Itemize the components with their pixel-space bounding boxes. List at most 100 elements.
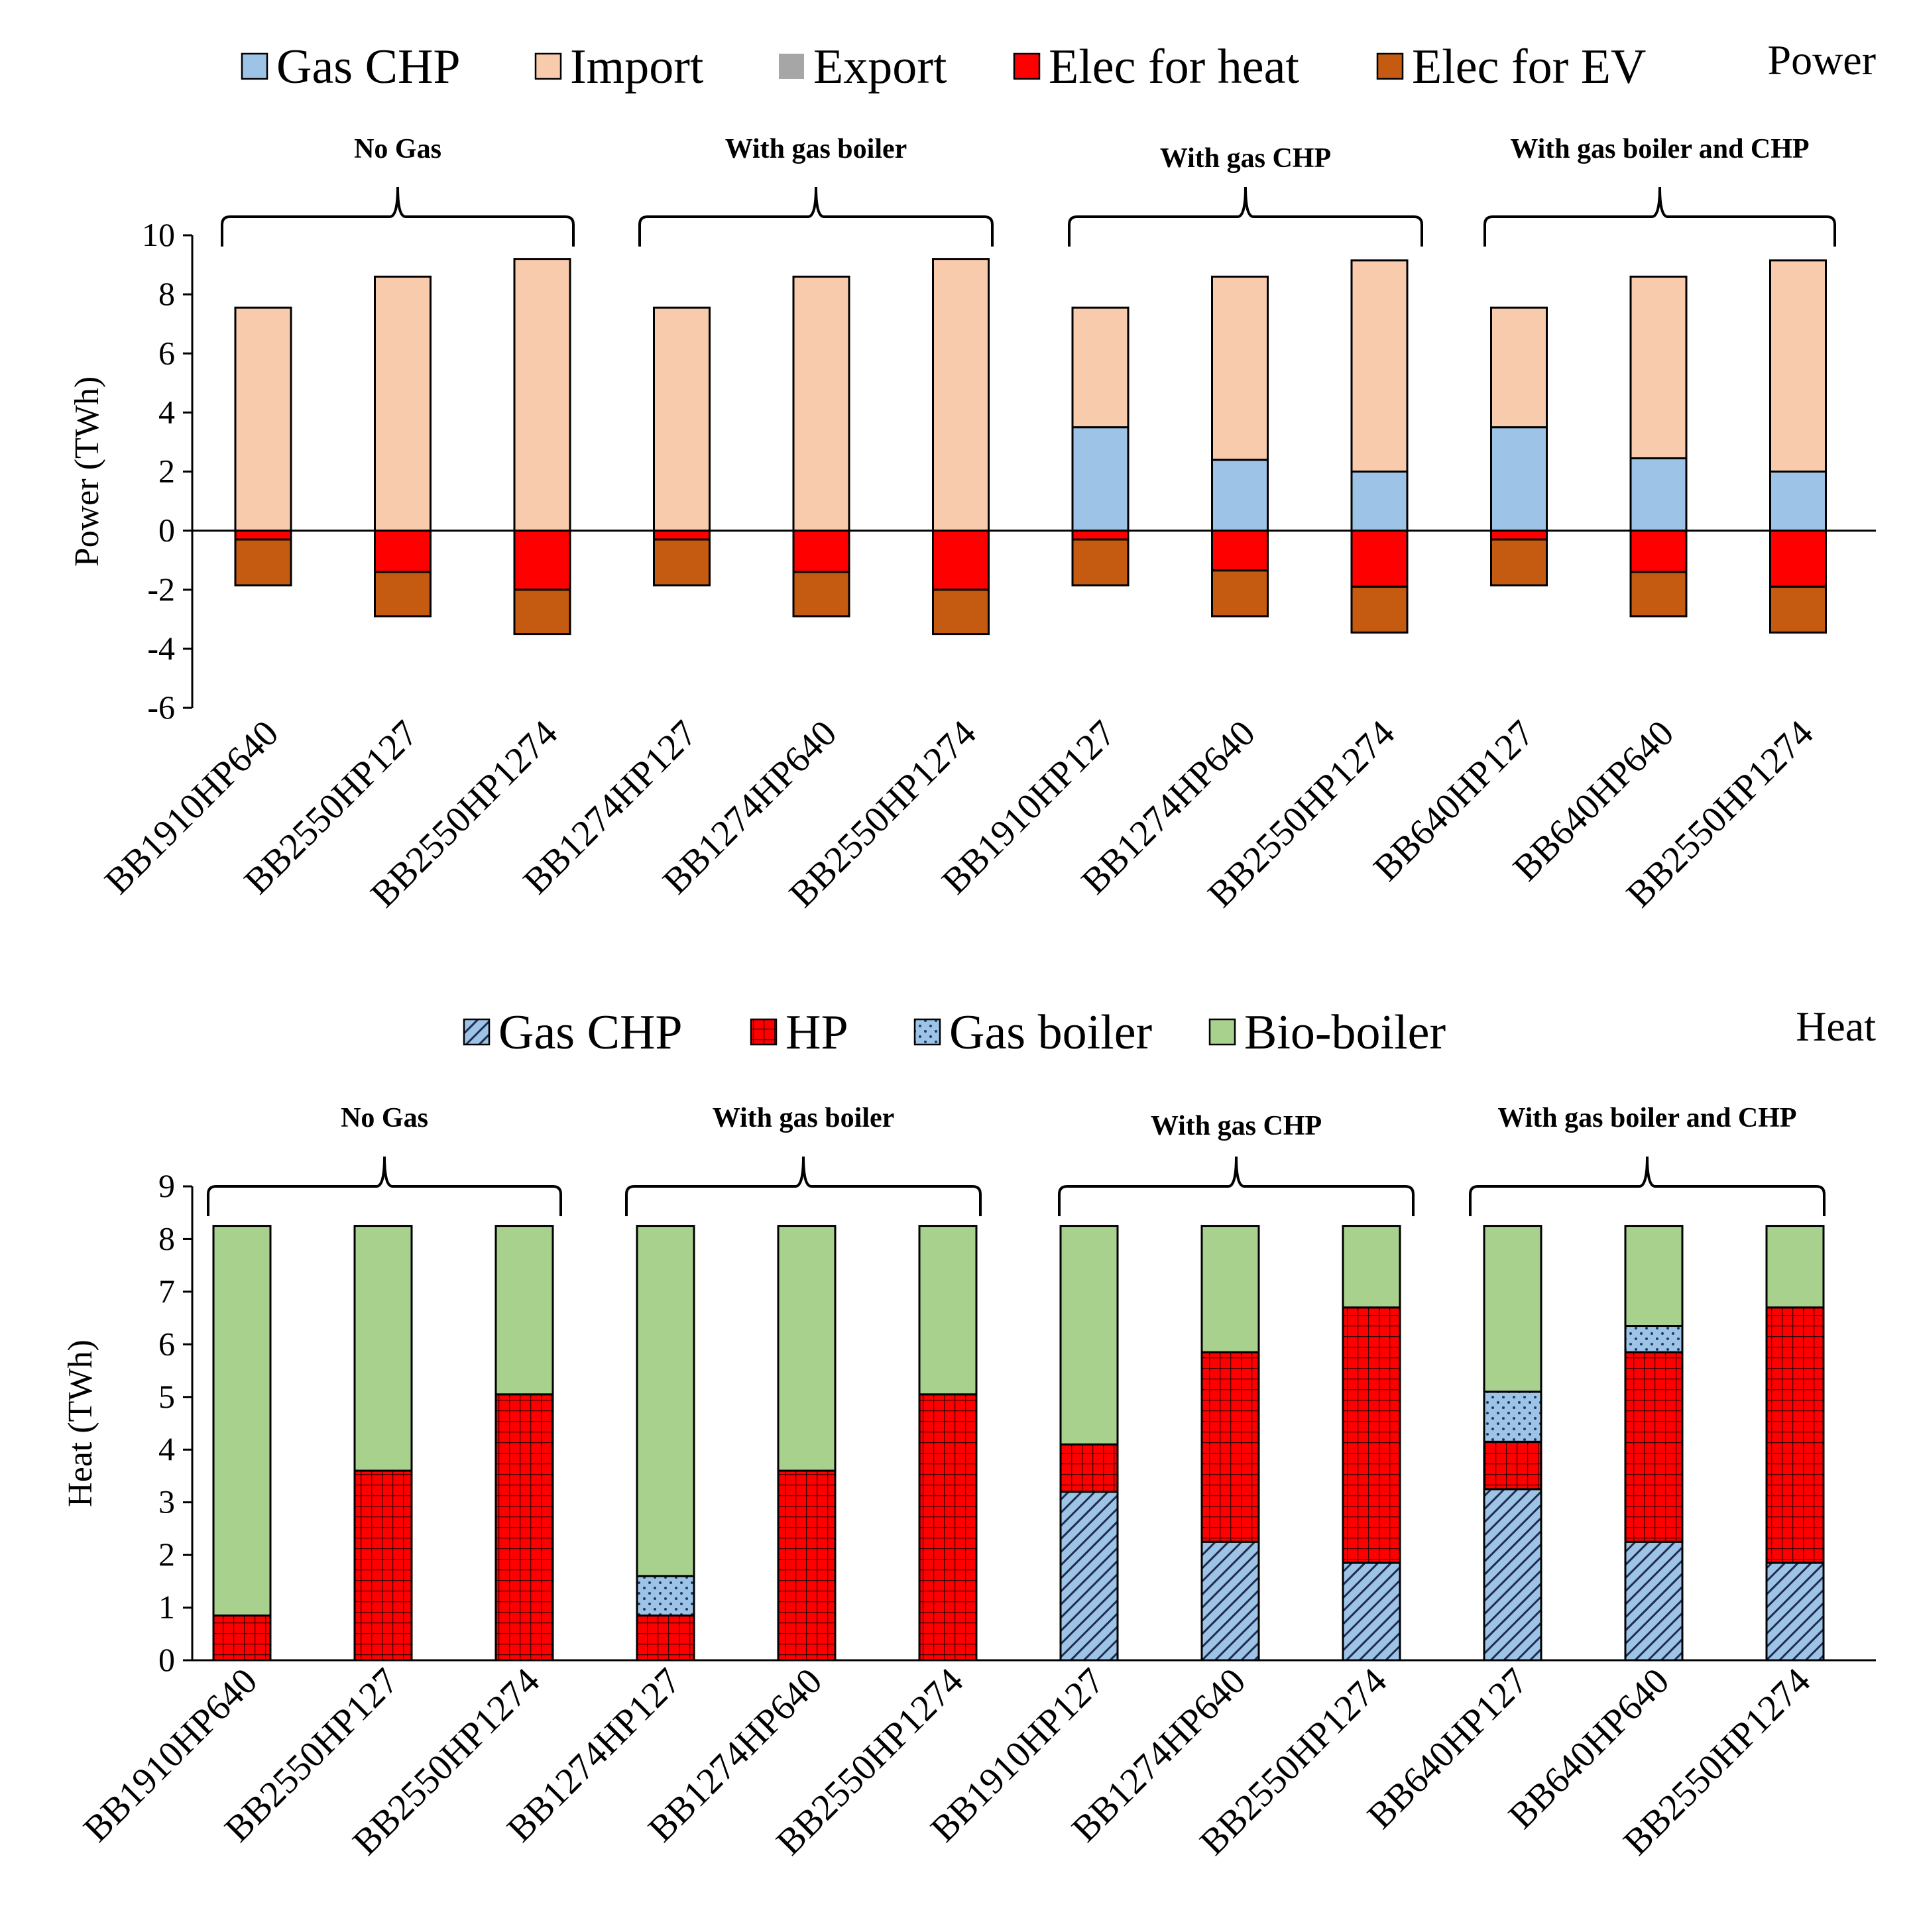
bar-hp (1200, 1351, 1260, 1543)
bar-import (1769, 259, 1827, 473)
legend-label: Gas boiler (949, 1005, 1152, 1060)
bar-elec-for-heat (1769, 530, 1827, 588)
bar-elec-for-ev (653, 538, 711, 587)
bar-bio-boiler (1624, 1225, 1684, 1328)
bar-elec-for-heat (1629, 530, 1688, 573)
y-tick-label: 2 (158, 1536, 175, 1573)
bar-bio-boiler (1059, 1225, 1119, 1446)
bar-gas-chp (1059, 1491, 1119, 1662)
bar-import (1071, 306, 1130, 429)
bar-import (932, 258, 990, 532)
y-tick-label: 9 (158, 1167, 175, 1204)
y-tick-label: 4 (158, 393, 175, 430)
bar-bio-boiler (1765, 1225, 1825, 1309)
bar-elec-for-heat (1071, 530, 1130, 541)
bar-gas-chp (1071, 426, 1130, 532)
legend-swatch (1208, 1018, 1236, 1046)
bar-gas-chp (1490, 426, 1548, 532)
bar-gas-chp (1200, 1540, 1260, 1662)
bar-elec-for-ev (1211, 569, 1269, 618)
bar-hp (1342, 1306, 1401, 1564)
group-brace (1068, 186, 1423, 247)
legend-swatch (779, 54, 804, 79)
y-tick-label: 5 (158, 1378, 175, 1415)
bar-gas-chp (1211, 459, 1269, 532)
bar-elec-for-heat (932, 530, 990, 591)
legend-label: HP (785, 1005, 848, 1060)
group-brace (625, 1156, 982, 1216)
bar-import (1629, 275, 1688, 459)
bar-hp (212, 1614, 272, 1662)
group-brace (638, 186, 994, 247)
legend-label: Bio-boiler (1244, 1005, 1446, 1060)
group-brace (221, 186, 575, 247)
y-tick-label: 10 (142, 216, 175, 253)
y-axis-title: Power (TWh) (68, 376, 106, 567)
group-label: No Gas (341, 1103, 428, 1133)
bar-import (1350, 259, 1409, 473)
group-label: With gas CHP (1160, 143, 1331, 174)
legend-swatch (463, 1018, 491, 1046)
bar-hp (918, 1393, 978, 1662)
group-brace (1483, 186, 1836, 247)
bar-import (1211, 275, 1269, 461)
bar-gas-chp (1342, 1562, 1401, 1662)
bar-hp (636, 1614, 695, 1662)
bar-bio-boiler (1200, 1225, 1260, 1353)
bar-elec-for-ev (234, 538, 292, 587)
legend-swatch (534, 52, 562, 80)
bar-import (1490, 306, 1548, 429)
bar-bio-boiler (777, 1225, 837, 1472)
bar-elec-for-heat (234, 530, 292, 541)
y-tick-label: 7 (158, 1273, 175, 1310)
bar-hp (1483, 1440, 1542, 1491)
bar-elec-for-heat (374, 530, 432, 573)
legend-swatch (241, 52, 268, 80)
bar-gas-chp (1629, 457, 1688, 532)
bar-elec-for-heat (792, 530, 850, 573)
y-tick-label: 0 (158, 512, 175, 549)
bar-gas-boiler (636, 1575, 695, 1617)
y-tick-label: 1 (158, 1589, 175, 1626)
bar-gas-boiler (1624, 1325, 1684, 1353)
bar-elec-for-heat (513, 530, 571, 591)
bar-gas-chp (1765, 1562, 1825, 1662)
bar-gas-chp (1769, 471, 1827, 532)
bar-elec-for-ev (1490, 538, 1548, 587)
bar-elec-for-ev (1629, 571, 1688, 618)
bar-gas-chp (1350, 471, 1409, 532)
group-label: With gas boiler and CHP (1497, 1103, 1796, 1133)
legend-label: Elec for heat (1049, 40, 1299, 94)
bar-import (792, 275, 850, 532)
bar-hp (1765, 1306, 1825, 1564)
panel-label: Power (1767, 36, 1876, 84)
bar-elec-for-heat (653, 530, 711, 541)
bar-bio-boiler (494, 1225, 554, 1396)
bar-gas-chp (1624, 1540, 1684, 1662)
group-brace (1469, 1156, 1826, 1216)
bar-elec-for-ev (792, 571, 850, 618)
bar-bio-boiler (1342, 1225, 1401, 1309)
bar-elec-for-ev (1071, 538, 1130, 587)
y-tick-label: 2 (158, 453, 175, 490)
legend-label: Export (813, 40, 947, 94)
bar-hp (1624, 1351, 1684, 1543)
group-label: With gas boiler and CHP (1510, 134, 1809, 164)
group-label: With gas boiler (713, 1103, 895, 1133)
bar-bio-boiler (636, 1225, 695, 1577)
y-tick-label: 6 (158, 334, 175, 371)
bar-elec-for-heat (1350, 530, 1409, 588)
bar-bio-boiler (212, 1225, 272, 1617)
y-tick-label: 6 (158, 1325, 175, 1362)
bar-elec-for-ev (374, 571, 432, 618)
y-axis-title: Heat (TWh) (62, 1339, 99, 1507)
legend-label: Gas CHP (498, 1005, 683, 1060)
y-tick-label: 8 (158, 275, 175, 312)
bar-hp (777, 1469, 837, 1662)
y-tick-label: -2 (147, 571, 175, 608)
bar-elec-for-ev (932, 589, 990, 636)
panel-label: Heat (1796, 1003, 1876, 1050)
